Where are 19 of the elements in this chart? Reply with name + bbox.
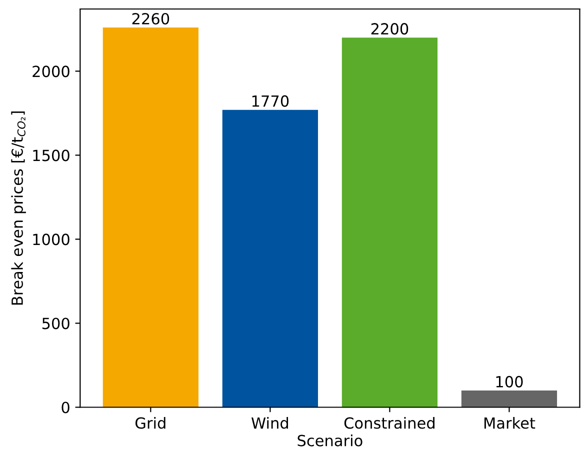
y-axis-title: Break even prices [€/t$_{CO₂}$] [11,111,26,305]
bar [461,390,558,408]
data-label: 2200 [371,23,408,35]
data-label: 100 [496,376,523,388]
x-tick-label: Constrained [344,416,434,429]
y-tick-label: 0 [62,402,70,414]
x-tick-label: Market [484,416,536,429]
x-axis-title: Scenario [298,434,362,446]
y-tick-label: 2000 [32,66,70,78]
x-tick-label: Grid [135,416,166,429]
data-label: 2260 [132,12,170,25]
y-tick-label: 500 [42,318,70,330]
data-label: 1770 [252,95,289,107]
x-tick-label: Wind [251,416,288,429]
bar [222,110,318,408]
y-tick-label: 1500 [33,150,70,162]
bar [102,27,198,408]
bar [342,38,438,408]
y-tick-label: 1000 [33,234,70,246]
